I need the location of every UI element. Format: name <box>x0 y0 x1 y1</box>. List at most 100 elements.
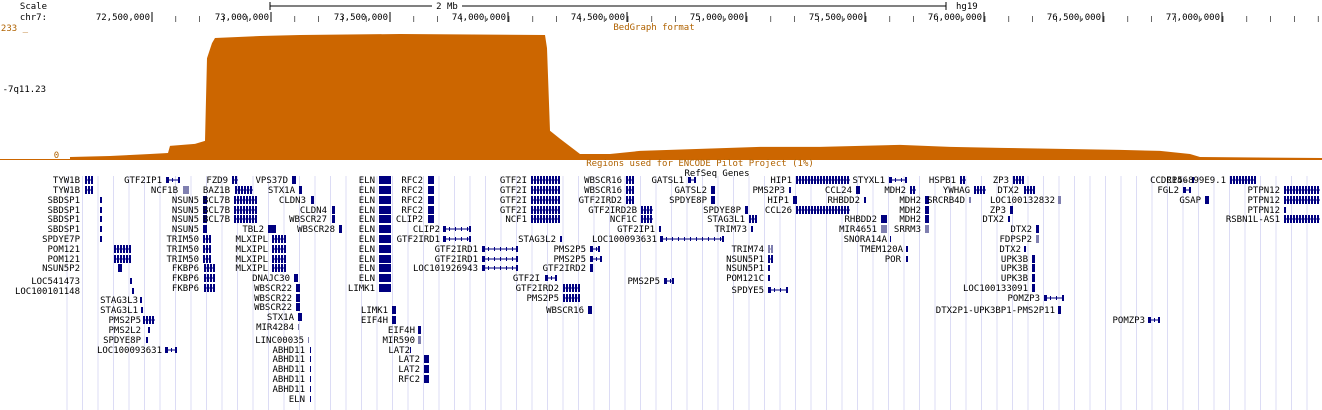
gene-loc100132832[interactable]: LOC100132832 <box>990 196 1061 206</box>
gene-stag3l3[interactable]: STAG3L3 <box>100 296 142 306</box>
gene-pms2p5[interactable]: PMS2P5 <box>553 245 600 255</box>
gene-spdye8p[interactable]: SPDYE8P <box>103 336 148 346</box>
gene-mir590[interactable]: MIR590 <box>382 336 421 346</box>
gene-hip1[interactable]: HIP1 <box>770 176 850 186</box>
gene-stag3l2[interactable]: STAG3L2 <box>518 235 562 245</box>
gene-rp5-899e9.1[interactable]: RP5-899E9.1 <box>1166 176 1256 186</box>
gene-wbscr16[interactable]: WBSCR16 <box>584 176 634 186</box>
gene-gtf2ip1[interactable]: GTF2IP1 <box>617 225 661 235</box>
gene-spdye5[interactable]: SPDYE5 <box>731 286 788 296</box>
gene-eln[interactable]: ELN <box>359 206 391 216</box>
gene-pomzp3[interactable]: POMZP3 <box>1112 316 1160 326</box>
gene-hspb1[interactable]: HSPB1 <box>929 176 966 186</box>
gene-pms2p5[interactable]: PMS2P5 <box>108 316 155 326</box>
gene-wbscr16[interactable]: WBSCR16 <box>546 306 592 316</box>
gene-sbdsp1[interactable]: SBDSP1 <box>47 225 102 235</box>
gene-dtx2[interactable]: DTX2 <box>997 186 1035 196</box>
gene-mlxipl[interactable]: MLXIPL <box>235 245 286 255</box>
gene-trim50[interactable]: TRIM50 <box>166 255 211 265</box>
gene-mir4651[interactable]: MIR4651 <box>839 225 887 235</box>
gene-trim74[interactable]: TRIM74 <box>731 245 773 255</box>
gene-nsun5[interactable]: NSUN5 <box>172 215 207 225</box>
gene-gtf2ip1[interactable]: GTF2IP1 <box>124 176 180 186</box>
gene-eln[interactable]: ELN <box>359 196 391 206</box>
gene-wbscr22[interactable]: WBSCR22 <box>254 303 300 313</box>
gene-loc100101148[interactable]: LOC100101148 <box>15 287 134 297</box>
gene-eln[interactable]: ELN <box>359 215 391 225</box>
gene-rfc2[interactable]: RFC2 <box>401 206 434 216</box>
gene-trim50[interactable]: TRIM50 <box>166 245 211 255</box>
gene-rsbn1l-as1[interactable]: RSBN1L-AS1 <box>1226 215 1320 225</box>
gene-wbscr22[interactable]: WBSCR22 <box>254 284 300 294</box>
gene-gtf2ird2b[interactable]: GTF2IRD2B <box>588 206 653 216</box>
gene-abhd11[interactable]: ABHD11 <box>272 365 311 375</box>
gene-gtf2ird1[interactable]: GTF2IRD1 <box>397 235 471 245</box>
gene-wbscr22[interactable]: WBSCR22 <box>254 294 300 304</box>
gene-linc00035[interactable]: LINC00035 <box>255 336 309 346</box>
gene-fdpsp2[interactable]: FDPSP2 <box>999 235 1039 245</box>
gene-mdh2[interactable]: MDH2 <box>899 206 929 216</box>
gene-eif4h[interactable]: EIF4H <box>388 326 421 336</box>
gene-rfc2[interactable]: RFC2 <box>398 375 429 385</box>
gene-ptpn12[interactable]: PTPN12 <box>1247 186 1320 196</box>
gene-ptpn12[interactable]: PTPN12 <box>1247 206 1286 216</box>
gene-pms2p5[interactable]: PMS2P5 <box>553 255 602 265</box>
gene-ncf1b[interactable]: NCF1B <box>151 186 189 196</box>
gene-gtf2i[interactable]: GTF2I <box>500 196 560 206</box>
gene-mdh2[interactable]: MDH2 <box>899 196 929 206</box>
gene-zp3[interactable]: ZP3 <box>993 176 1024 186</box>
gene-pms2p5[interactable]: PMS2P5 <box>526 294 580 304</box>
gene-stx1a[interactable]: STX1A <box>268 186 302 196</box>
gene-clip2[interactable]: CLIP2 <box>396 215 434 225</box>
gene-rhbdd2[interactable]: RHBDD2 <box>844 215 887 225</box>
gene-sbdsp1[interactable]: SBDSP1 <box>47 206 102 216</box>
gene-pms2l2[interactable]: PMS2L2 <box>108 326 150 336</box>
gene-eln[interactable]: ELN <box>359 176 391 186</box>
gene-mlxipl[interactable]: MLXIPL <box>235 255 286 265</box>
gene-ncf1[interactable]: NCF1 <box>505 215 560 225</box>
gene-rfc2[interactable]: RFC2 <box>401 186 434 196</box>
gene-wbscr16[interactable]: WBSCR16 <box>584 186 634 196</box>
gene-eln[interactable]: ELN <box>359 255 391 265</box>
gene-lat2[interactable]: LAT2 <box>398 355 429 365</box>
gene-ptpn12[interactable]: PTPN12 <box>1247 196 1320 206</box>
gene-eln[interactable]: ELN <box>359 264 391 274</box>
gene-spdye8p[interactable]: SPDYE8P <box>669 196 715 206</box>
gene-eln[interactable]: ELN <box>359 235 391 245</box>
gene-zp3[interactable]: ZP3 <box>990 206 1013 216</box>
gene-ccdc146[interactable]: CCDC146 <box>1150 176 1194 186</box>
gene-nsun5[interactable]: NSUN5 <box>172 225 207 235</box>
gene-eln[interactable]: ELN <box>359 274 391 284</box>
gene-vps37d[interactable]: VPS37D <box>255 176 296 186</box>
gene-eln[interactable]: ELN <box>359 225 391 235</box>
gene-lat2[interactable]: LAT2 <box>398 365 429 375</box>
gene-gtf2ird1[interactable]: GTF2IRD1 <box>435 255 518 265</box>
gene-gtf2i[interactable]: GTF2I <box>500 206 560 216</box>
gene-fkbp6[interactable]: FKBP6 <box>172 274 215 284</box>
gene-gtf2i[interactable]: GTF2I <box>513 274 557 284</box>
gene-gtf2ird2[interactable]: GTF2IRD2 <box>543 264 593 274</box>
gene-limk1[interactable]: LIMK1 <box>348 284 391 294</box>
gene-rhbdd2[interactable]: RHBDD2 <box>827 196 866 206</box>
gene-nsun5p1[interactable]: NSUN5P1 <box>726 255 773 265</box>
gene-bcl7b[interactable]: BCL7B <box>203 206 257 216</box>
refseq-gene-track[interactable]: TYW1BTYW1BSBDSP1SBDSP1SBDSP1SBDSP1SPDYE7… <box>15 176 1320 405</box>
gene-gtf2i[interactable]: GTF2I <box>500 186 560 196</box>
gene-ccl26[interactable]: CCL26 <box>765 206 850 216</box>
gene-styxl1[interactable]: STYXL1 <box>852 176 907 186</box>
gene-wbscr27[interactable]: WBSCR27 <box>289 215 335 225</box>
gene-stag3l1[interactable]: STAG3L1 <box>100 306 143 316</box>
gene-clip2[interactable]: CLIP2 <box>413 225 471 235</box>
gene-nsun5[interactable]: NSUN5 <box>172 196 207 206</box>
gene-abhd11[interactable]: ABHD11 <box>272 375 311 385</box>
gene-upk3b[interactable]: UPK3B <box>1001 264 1035 274</box>
gene-nsun5p1[interactable]: NSUN5P1 <box>726 264 770 274</box>
gene-lat2[interactable]: LAT2 <box>388 346 411 356</box>
gene-gatsl1[interactable]: GATSL1 <box>651 176 696 186</box>
gene-loc541473[interactable]: LOC541473 <box>31 277 132 287</box>
gene-mdh2[interactable]: MDH2 <box>899 215 929 225</box>
gene-dnajc30[interactable]: DNAJC30 <box>252 274 298 284</box>
gene-pms2p5[interactable]: PMS2P5 <box>627 277 674 287</box>
gene-gtf2ird2[interactable]: GTF2IRD2 <box>579 196 634 206</box>
